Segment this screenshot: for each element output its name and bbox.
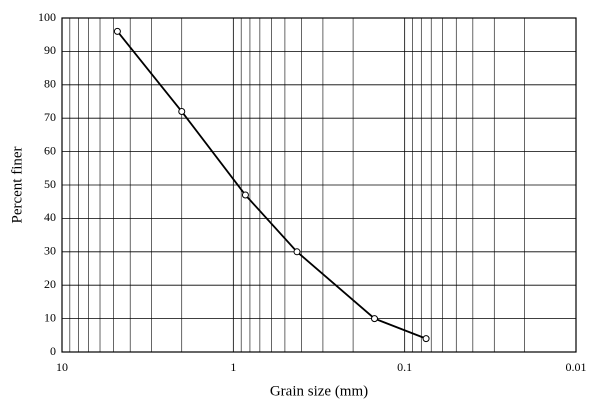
y-tick-label: 70	[44, 110, 56, 124]
data-point	[293, 248, 301, 256]
y-tick-label: 80	[44, 77, 56, 91]
plot-frame	[61, 17, 577, 353]
data-point	[422, 335, 430, 343]
y-tick-label: 60	[44, 143, 56, 157]
y-tick-label: 0	[50, 344, 56, 358]
y-tick-label: 30	[44, 244, 56, 258]
data-point	[241, 191, 249, 199]
y-tick-label: 100	[38, 10, 56, 24]
x-axis-label: Grain size (mm)	[270, 383, 368, 399]
data-point	[370, 315, 378, 323]
y-tick-label: 10	[44, 310, 56, 324]
x-tick-label: 0.01	[566, 360, 587, 374]
x-tick-label: 1	[230, 360, 236, 374]
y-tick-label: 50	[44, 177, 56, 191]
data-point	[113, 27, 121, 35]
y-axis-label: Percent finer	[9, 146, 25, 223]
x-tick-label: 0.1	[397, 360, 412, 374]
data-line	[116, 30, 427, 340]
y-tick-label: 40	[44, 210, 56, 224]
data-point	[178, 108, 186, 116]
y-tick-label: 90	[44, 43, 56, 57]
x-tick-label: 10	[56, 360, 68, 374]
y-tick-label: 20	[44, 277, 56, 291]
